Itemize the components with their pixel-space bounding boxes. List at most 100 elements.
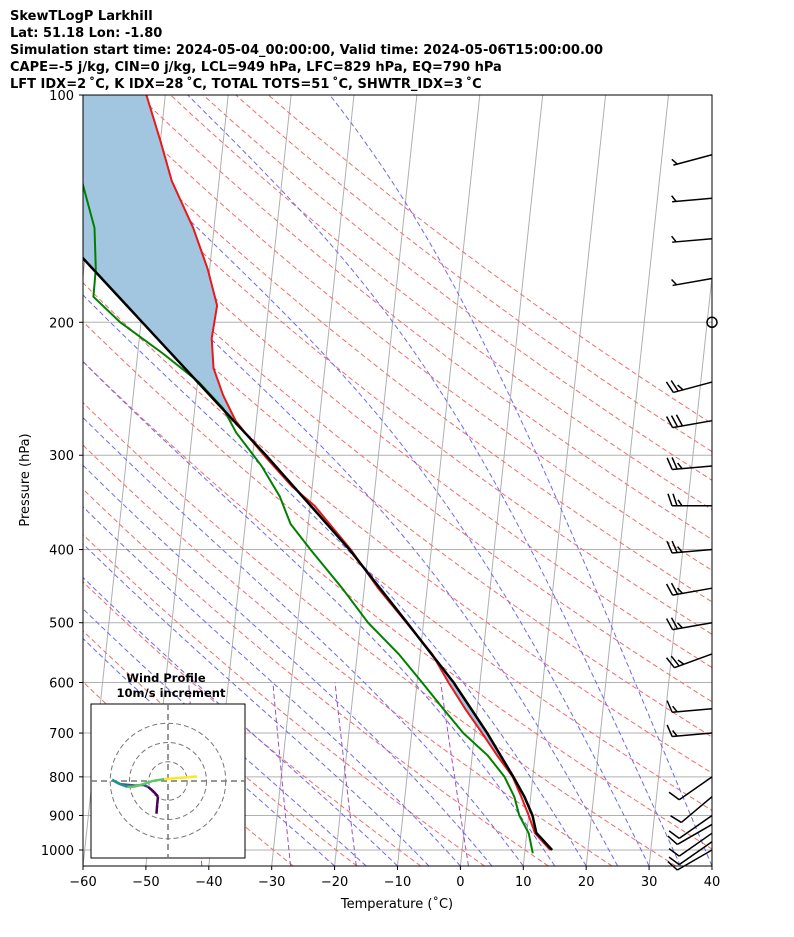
y-tick-label: 400	[49, 544, 74, 559]
temperature-line	[145, 95, 551, 851]
wind-barb-staff	[673, 154, 713, 166]
wind-barb-staff	[672, 237, 713, 243]
x-axis-label: Temperature (˚C)	[340, 896, 453, 912]
wind-barb-staff	[678, 832, 713, 857]
wind-barb-flag	[672, 705, 678, 713]
wind-barb-flag	[668, 856, 680, 866]
wind-barb-flag	[672, 730, 678, 737]
hodograph-segment	[147, 785, 154, 792]
hodograph-title: Wind Profile	[126, 671, 206, 685]
mixing-ratio-line	[272, 682, 292, 866]
wind-barb-flag	[670, 617, 679, 630]
wind-barb-staff	[676, 849, 713, 871]
hodograph-ring	[129, 742, 207, 820]
time-line: Simulation start time: 2024-05-04_00:00:…	[10, 43, 603, 58]
wind-barb-flag	[675, 414, 684, 427]
hodograph-subtitle: 10m/s increment	[117, 686, 226, 700]
mixing-ratio-line	[440, 682, 469, 866]
moist-adiabat	[83, 637, 335, 866]
isotherm-line	[648, 272, 712, 866]
wind-barb-flag	[677, 546, 683, 553]
wind-barb-flag	[670, 815, 682, 824]
wind-barb-staff	[672, 708, 713, 713]
wind-barb-flag	[668, 791, 680, 801]
wind-barb-flag	[671, 457, 678, 470]
wind-barb-flag	[670, 380, 679, 392]
hodograph-segment	[133, 783, 142, 788]
y-tick-label: 200	[49, 316, 74, 331]
dry-adiabat	[83, 172, 712, 669]
dry-adiabat	[235, 95, 712, 453]
dry-adiabat	[83, 360, 712, 850]
wind-barb-staff	[672, 587, 713, 596]
wind-barb-staff	[672, 732, 713, 738]
dry-adiabat	[83, 282, 712, 774]
hodograph-segment	[189, 775, 197, 779]
y-tick-label: 300	[49, 449, 74, 464]
wind-barb-staff	[678, 814, 713, 840]
wind-barb-flag	[676, 622, 683, 629]
wind-barb-flag	[677, 462, 683, 470]
hodograph-segment	[111, 778, 123, 786]
wind-barb-flag	[677, 499, 683, 507]
isotherm-line	[711, 861, 712, 866]
dry-adiabat	[83, 244, 712, 738]
x-tick-label: 30	[641, 875, 658, 890]
axis-ticks: −60 −50 −40 −30 −20 −10 0 10 20 30 40 1000 900 800 700…	[41, 89, 720, 890]
hodograph-segment	[179, 775, 190, 780]
moist-adiabat	[329, 95, 712, 866]
wind-barb-staff	[672, 277, 713, 287]
wind-barb-flag	[667, 493, 673, 507]
isotherm-line	[271, 95, 355, 866]
location-line: Lat: 51.18 Lon: -1.80	[10, 26, 163, 41]
wind-barb-flag	[667, 835, 678, 846]
dry-adiabat	[83, 581, 422, 866]
wind-barb-flag	[672, 493, 678, 507]
y-tick-label: 100	[49, 89, 74, 104]
calm-wind-circle	[706, 316, 718, 329]
wind-barb-staff	[674, 653, 713, 669]
dry-adiabat	[202, 95, 712, 481]
wind-barb-flag	[666, 700, 673, 713]
moist-adiabat	[187, 95, 681, 866]
profile-lines	[83, 95, 554, 854]
wind-barb-flag	[671, 195, 677, 202]
moist-adiabat	[83, 113, 650, 866]
wind-barb-flag	[676, 587, 683, 594]
wind-barb-flag	[666, 724, 673, 737]
wind-barb-flag	[670, 655, 680, 667]
wind-barb-flag	[670, 582, 679, 595]
moist-adiabat	[83, 464, 493, 866]
x-tick-label: 20	[578, 875, 595, 890]
cape-area	[83, 95, 514, 777]
wind-barb-flag	[666, 457, 673, 470]
chart-title: SkewTLogP Larkhill	[10, 9, 153, 24]
mixing-ratio-line	[334, 682, 357, 866]
moist-adiabat	[83, 416, 524, 866]
dry-adiabat	[83, 488, 549, 866]
dry-adiabat	[83, 401, 677, 866]
x-tick-label: −10	[384, 875, 411, 890]
hodograph-segment	[155, 804, 159, 814]
x-tick-label: −60	[69, 875, 96, 890]
moist-adiabat	[83, 608, 367, 866]
wind-barb-staff	[678, 776, 713, 801]
cape-line: CAPE=-5 j/kg, CIN=0 j/kg, LCL=949 hPa, L…	[10, 60, 502, 75]
hodograph-segment	[151, 789, 159, 798]
y-tick-label: 800	[49, 771, 74, 786]
wind-barb-staff	[678, 841, 713, 866]
chart-header: SkewTLogP Larkhill Lat: 51.18 Lon: -1.80…	[10, 8, 603, 93]
hodograph-segment	[152, 777, 165, 783]
hodograph-segment	[121, 783, 128, 788]
dry-adiabat	[83, 320, 712, 812]
hodograph-segment	[155, 796, 160, 805]
y-tick-label: 700	[49, 727, 74, 742]
wind-barb-flag	[668, 830, 680, 840]
moist-adiabat	[83, 294, 587, 866]
wind-barb-flag	[665, 583, 674, 596]
wind-barb-flag	[666, 541, 673, 554]
dry-adiabat	[83, 630, 358, 866]
wind-barb-flag	[671, 540, 678, 553]
isotherm-line	[334, 95, 418, 866]
